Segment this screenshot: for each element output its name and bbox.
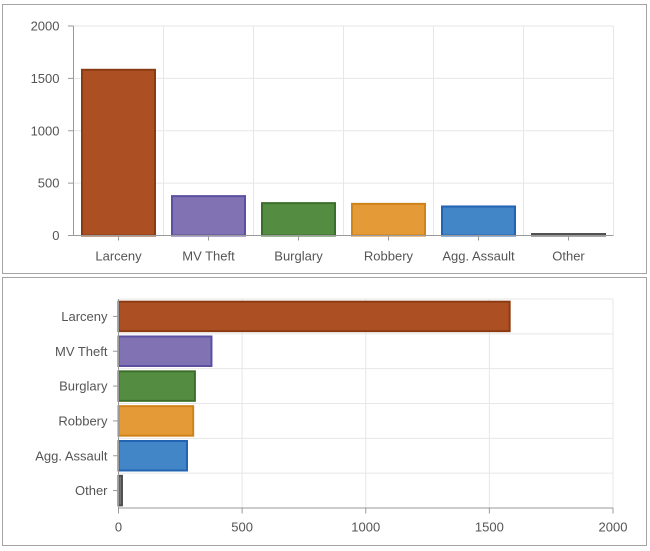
category-label: Other <box>75 483 108 498</box>
y-tick-label: 500 <box>38 176 60 191</box>
vertical-bar-chart-panel: 0 500 1000 1500 2000 Larceny MV Theft Burglary R… <box>2 4 647 274</box>
x-tick-label: 500 <box>231 520 253 535</box>
y-tick-label: 1500 <box>31 71 60 86</box>
category-label: Robbery <box>58 413 108 428</box>
category-label: Larceny <box>95 249 142 264</box>
bar-robbery[interactable] <box>351 202 426 237</box>
bar-mv-theft[interactable] <box>171 195 246 237</box>
category-label: Agg. Assault <box>442 249 515 264</box>
x-tick-label: 2000 <box>599 520 628 535</box>
bar-burglary[interactable] <box>261 202 336 237</box>
x-tick-label: 1500 <box>475 520 504 535</box>
bar-agg-assault[interactable] <box>117 440 188 472</box>
bar-robbery[interactable] <box>117 405 195 437</box>
category-label: Burglary <box>274 249 323 264</box>
category-label: Agg. Assault <box>35 448 108 463</box>
vertical-bar-chart: 0 500 1000 1500 2000 Larceny MV Theft Burglary R… <box>31 19 614 264</box>
category-label: Burglary <box>59 379 108 394</box>
bar-larceny[interactable] <box>117 300 511 333</box>
x-tick-label: 1000 <box>351 520 380 535</box>
category-label: Other <box>552 249 585 264</box>
y-tick-label: 1000 <box>31 123 60 138</box>
category-label: MV Theft <box>55 344 108 359</box>
bar-larceny[interactable] <box>81 68 156 237</box>
category-label: MV Theft <box>182 249 235 264</box>
x-tick-label: 0 <box>115 520 122 535</box>
bar-burglary[interactable] <box>117 370 196 402</box>
category-label: Robbery <box>364 249 414 264</box>
bar-mv-theft[interactable] <box>117 335 213 367</box>
horizontal-bar-chart-panel: Larceny MV Theft Burglary Robbery Agg. Assau… <box>2 277 647 546</box>
category-label: Larceny <box>61 309 108 324</box>
bar-agg-assault[interactable] <box>441 205 516 237</box>
y-tick-label: 2000 <box>31 19 60 34</box>
bar-other[interactable] <box>117 474 123 507</box>
y-tick-label: 0 <box>52 228 59 243</box>
horizontal-bar-chart: Larceny MV Theft Burglary Robbery Agg. Assau… <box>35 298 628 535</box>
